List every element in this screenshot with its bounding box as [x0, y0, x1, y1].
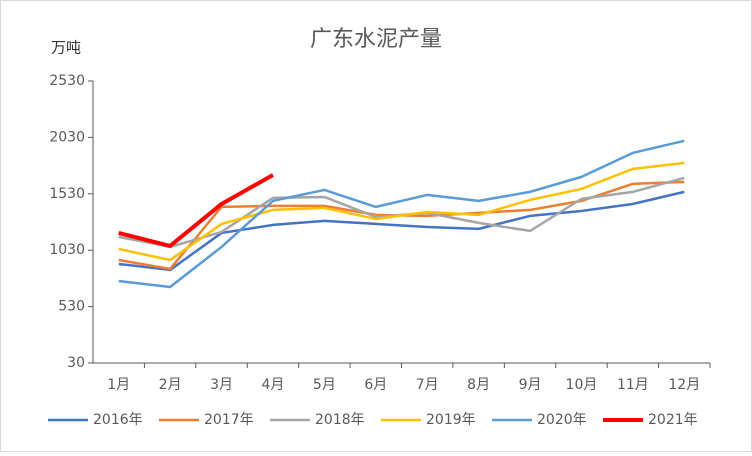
y-tick-label: 1530 — [49, 186, 85, 202]
y-tick-label: 2030 — [49, 129, 85, 145]
x-tick-label: 4月 — [261, 377, 284, 393]
line — [118, 139, 685, 289]
x-tick-label: 12月 — [668, 377, 700, 393]
legend-label: 2017年 — [204, 412, 254, 428]
x-tick-label: 7月 — [416, 377, 439, 393]
legend-label: 2020年 — [537, 412, 587, 428]
line — [118, 190, 685, 272]
legend-label: 2016年 — [93, 412, 143, 428]
x-tick-label: 9月 — [519, 377, 542, 393]
x-tick-label: 5月 — [313, 377, 336, 393]
x-tick-label: 10月 — [566, 377, 598, 393]
x-tick-label: 11月 — [617, 377, 649, 393]
y-tick-label: 530 — [58, 299, 85, 315]
line — [118, 173, 274, 248]
x-tick-label: 8月 — [467, 377, 490, 393]
chart-title: 广东水泥产量 — [310, 27, 442, 52]
y-axis-label: 万吨 — [51, 39, 81, 57]
x-tick-label: 3月 — [210, 377, 233, 393]
x-tick-label: 6月 — [364, 377, 387, 393]
y-tick-label: 2530 — [49, 73, 85, 89]
y-tick-label: 30 — [67, 355, 85, 371]
y-tick-label: 1030 — [49, 242, 85, 258]
x-tick-label: 2月 — [159, 377, 182, 393]
legend-label: 2021年 — [648, 412, 698, 428]
legend-label: 2018年 — [315, 412, 365, 428]
legend-label: 2019年 — [426, 412, 476, 428]
x-tick-label: 1月 — [107, 377, 130, 393]
line — [118, 161, 685, 262]
